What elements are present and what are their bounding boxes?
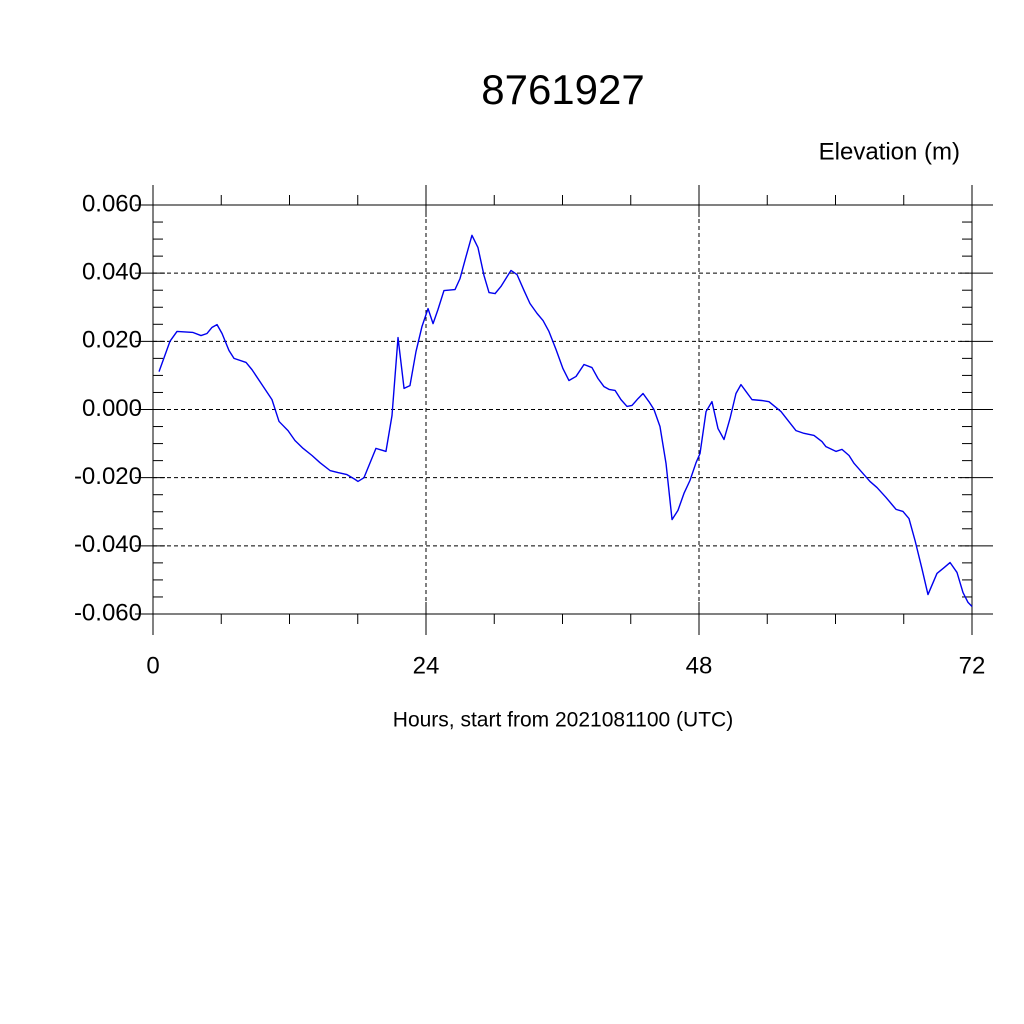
data-line bbox=[158, 234, 973, 607]
y-tick-label: 0.040 bbox=[82, 259, 142, 286]
y-axis-label: Elevation (m) bbox=[819, 138, 960, 165]
y-tick-label: 0.020 bbox=[82, 327, 142, 354]
x-tick-label: 0 bbox=[146, 652, 159, 679]
y-tick-label: 0.000 bbox=[82, 395, 142, 422]
y-tick-label: -0.040 bbox=[74, 531, 142, 558]
chart-title: 8761927 bbox=[481, 66, 645, 113]
y-tick-label: 0.060 bbox=[82, 190, 142, 217]
y-tick-label: -0.060 bbox=[74, 599, 142, 626]
y-tick-label: -0.020 bbox=[74, 463, 142, 490]
plot-frame bbox=[152, 204, 973, 615]
x-tick-label: 72 bbox=[959, 652, 986, 679]
x-axis-label: Hours, start from 2021081100 (UTC) bbox=[393, 709, 733, 732]
x-tick-label: 48 bbox=[686, 652, 713, 679]
x-tick-label: 24 bbox=[413, 652, 440, 679]
